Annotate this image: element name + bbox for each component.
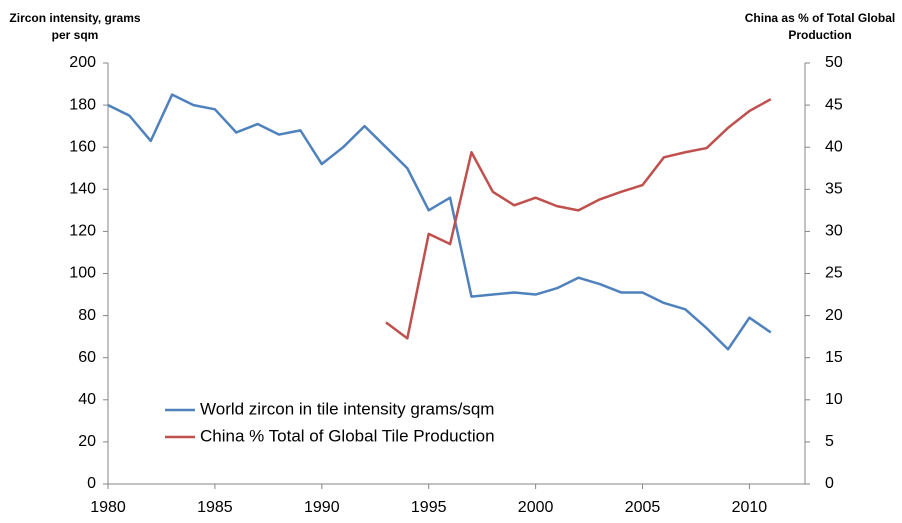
y2-tick-label: 5 <box>825 433 834 450</box>
y-tick-label: 80 <box>78 307 96 324</box>
x-tick-label: 2005 <box>625 499 661 516</box>
y-tick-label: 140 <box>69 181 96 198</box>
y-tick-label: 40 <box>78 391 96 408</box>
x-tick-label: 2010 <box>732 499 768 516</box>
y2-tick-label: 50 <box>825 54 843 71</box>
x-tick-label: 2000 <box>518 499 554 516</box>
legend-label: China % Total of Global Tile Production <box>200 426 495 445</box>
legend-label: World zircon in tile intensity grams/sqm <box>200 399 494 418</box>
y-tick-label: 160 <box>69 138 96 155</box>
y-tick-label: 100 <box>69 265 96 282</box>
y2-tick-label: 35 <box>825 181 843 198</box>
x-tick-label: 1995 <box>411 499 447 516</box>
y2-tick-label: 0 <box>825 475 834 492</box>
y2-tick-label: 10 <box>825 391 843 408</box>
y2-axis-title: China as % of Total Global Production <box>744 11 896 42</box>
y-tick-label: 0 <box>87 475 96 492</box>
y2-tick-label: 40 <box>825 138 843 155</box>
y-tick-label: 200 <box>69 54 96 71</box>
y-axis-title: Zircon intensity, grams per sqm <box>9 11 141 42</box>
y2-tick-label: 15 <box>825 349 843 366</box>
y-tick-label: 180 <box>69 96 96 113</box>
y2-tick-label: 45 <box>825 96 843 113</box>
line-series <box>385 98 772 340</box>
x-tick-label: 1990 <box>304 499 340 516</box>
y-tick-label: 120 <box>69 223 96 240</box>
line-series <box>107 93 772 351</box>
y2-tick-label: 20 <box>825 307 843 324</box>
x-tick-label: 1980 <box>90 499 126 516</box>
y-tick-label: 20 <box>78 433 96 450</box>
y2-tick-label: 30 <box>825 223 843 240</box>
y2-tick-label: 25 <box>825 265 843 282</box>
y-tick-label: 60 <box>78 349 96 366</box>
x-tick-label: 1985 <box>197 499 233 516</box>
